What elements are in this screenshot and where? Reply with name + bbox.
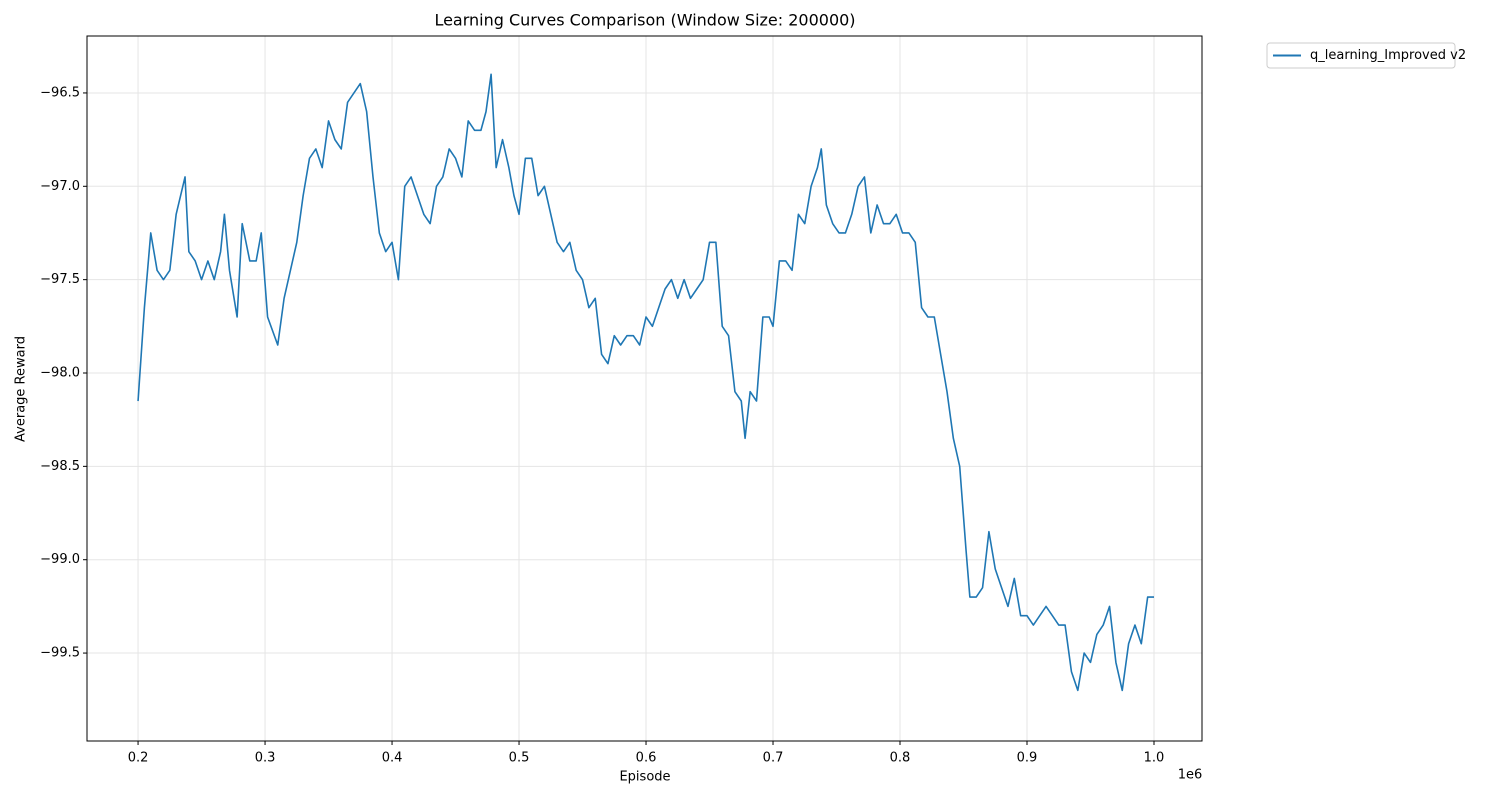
- y-tick-label: −99.5: [40, 646, 80, 661]
- y-axis-label: Average Reward: [14, 336, 29, 442]
- x-tick-label: 0.9: [1017, 751, 1038, 766]
- y-tick-label: −97.5: [40, 272, 80, 287]
- x-tick-label: 0.5: [509, 751, 530, 766]
- data-line: [137, 73, 1154, 692]
- plot-frame: [86, 35, 1203, 742]
- legend-label: q_learning_Improved v2: [1310, 48, 1466, 63]
- y-tick-label: −98.0: [40, 366, 80, 381]
- y-tick-label: −96.5: [40, 85, 80, 100]
- x-tick-label: 0.4: [382, 751, 403, 766]
- x-offset-label: 1e6: [1178, 768, 1203, 783]
- x-tick-label: 0.6: [636, 751, 657, 766]
- y-tick-label: −97.0: [40, 179, 80, 194]
- legend-box: [1266, 42, 1456, 69]
- chart-title: Learning Curves Comparison (Window Size:…: [434, 11, 855, 30]
- x-tick-label: 0.7: [763, 751, 784, 766]
- x-tick-label: 1.0: [1144, 751, 1165, 766]
- y-tick-label: −98.5: [40, 459, 80, 474]
- x-tick-label: 0.2: [128, 751, 149, 766]
- x-tick-label: 0.8: [890, 751, 911, 766]
- x-tick-label: 0.3: [255, 751, 276, 766]
- y-tick-label: −99.0: [40, 552, 80, 567]
- x-axis-label: Episode: [619, 770, 670, 785]
